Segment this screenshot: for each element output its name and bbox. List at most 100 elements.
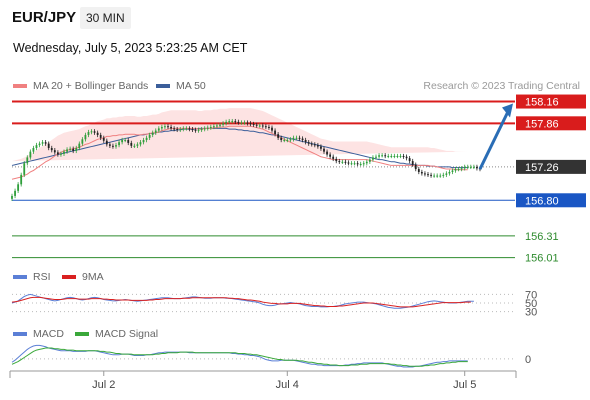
candle-body (75, 148, 78, 151)
level-label-current: 157.26 (525, 162, 559, 174)
candle-body (154, 130, 157, 133)
timeframe-badge[interactable]: 30 MIN (80, 7, 131, 29)
candle-body (44, 142, 47, 144)
candle-body (173, 128, 176, 130)
candle-body (332, 156, 335, 159)
candle-body (219, 124, 221, 126)
datetime-label: Wednesday, July 5, 2023 5:23:25 AM CET (13, 41, 248, 55)
candle-body (344, 161, 347, 163)
candle-body (289, 139, 292, 141)
candle-body (368, 159, 371, 162)
candle-body (271, 127, 273, 131)
candle-body (268, 126, 270, 128)
candle-body (335, 158, 338, 162)
candle-body (17, 184, 20, 191)
macd-signal-line (11, 347, 468, 367)
candle-body (56, 152, 59, 155)
candle-body (405, 156, 408, 159)
candle-body (130, 142, 133, 146)
macd-signal-swatch (75, 332, 89, 336)
candle-body (365, 161, 368, 164)
rsi-line (11, 293, 474, 309)
candle-body (283, 140, 286, 142)
candle-body (60, 153, 62, 155)
candle-body (436, 175, 439, 177)
legend-rsi: RSI (13, 271, 51, 283)
candle-body (338, 161, 341, 163)
candle-body (90, 131, 93, 133)
candle-body (108, 144, 111, 146)
candle-body (167, 126, 169, 128)
candle-body (411, 161, 414, 165)
candle-body (53, 150, 56, 153)
ma20-swatch (13, 84, 27, 88)
candle-body (460, 168, 463, 170)
candle-body (41, 142, 44, 144)
candle-body (414, 164, 417, 170)
legend-ma20: MA 20 + Bollinger Bands (13, 80, 148, 92)
candle-body (390, 155, 393, 157)
candle-body (372, 157, 374, 160)
candle-body (185, 128, 188, 130)
candle-body (118, 142, 120, 146)
candle-body (176, 129, 179, 131)
candle-body (209, 126, 212, 128)
candle-body (38, 143, 41, 146)
candle-body (427, 174, 429, 176)
candle-body (121, 140, 124, 143)
candle-body (222, 123, 224, 125)
candle-body (32, 148, 35, 152)
candle-body (105, 140, 108, 145)
level-label-target: 156.01 (525, 253, 559, 265)
candle-body (466, 166, 469, 168)
candle-body (316, 145, 319, 147)
candle-body (424, 173, 426, 175)
candle-body (87, 132, 90, 135)
candle-body (139, 142, 142, 145)
candle-body (237, 121, 240, 123)
x-tick-label: Jul 2 (92, 379, 115, 391)
candle-body (430, 174, 432, 176)
candle-body (136, 144, 139, 146)
candle-body (231, 121, 234, 123)
candle-body (274, 130, 276, 135)
candle-body (102, 137, 105, 141)
candle-body (228, 121, 231, 123)
level-tag-resistance (516, 94, 586, 109)
candle-body (277, 134, 280, 138)
candle-body (375, 156, 377, 158)
candle-body (402, 155, 405, 157)
candle-body (310, 143, 313, 145)
candle-body (350, 163, 353, 165)
candle-body (14, 190, 16, 196)
candle-body (249, 123, 252, 125)
candle-body (393, 155, 396, 157)
candle-body (93, 131, 96, 133)
candle-body (50, 148, 53, 151)
ma50-swatch (156, 84, 170, 88)
level-label-resistance: 158.16 (525, 97, 559, 109)
candle-body (26, 157, 29, 164)
candle-body (286, 140, 289, 142)
candle-body (225, 121, 228, 124)
credit-label: Research © 2023 Trading Central (423, 80, 580, 92)
candle-body (463, 166, 466, 169)
legend-ma20-label: MA 20 + Bollinger Bands (33, 80, 149, 92)
candle-body (142, 140, 145, 143)
rsi-level-label: 30 (525, 307, 537, 319)
candle-body (243, 122, 246, 124)
candle-body (164, 126, 166, 128)
candle-body (200, 129, 203, 131)
candle-body (359, 163, 362, 165)
candle-body (66, 149, 68, 152)
candle-body (145, 137, 148, 141)
candle-body (206, 127, 209, 129)
candle-body (304, 140, 307, 143)
candle-body (420, 171, 423, 174)
legend-ma50-label: MA 50 (176, 80, 206, 92)
candle-body (29, 151, 32, 158)
candle-body (341, 161, 344, 163)
candle-body (356, 163, 359, 165)
candle-body (133, 145, 136, 147)
candle-body (298, 137, 301, 139)
